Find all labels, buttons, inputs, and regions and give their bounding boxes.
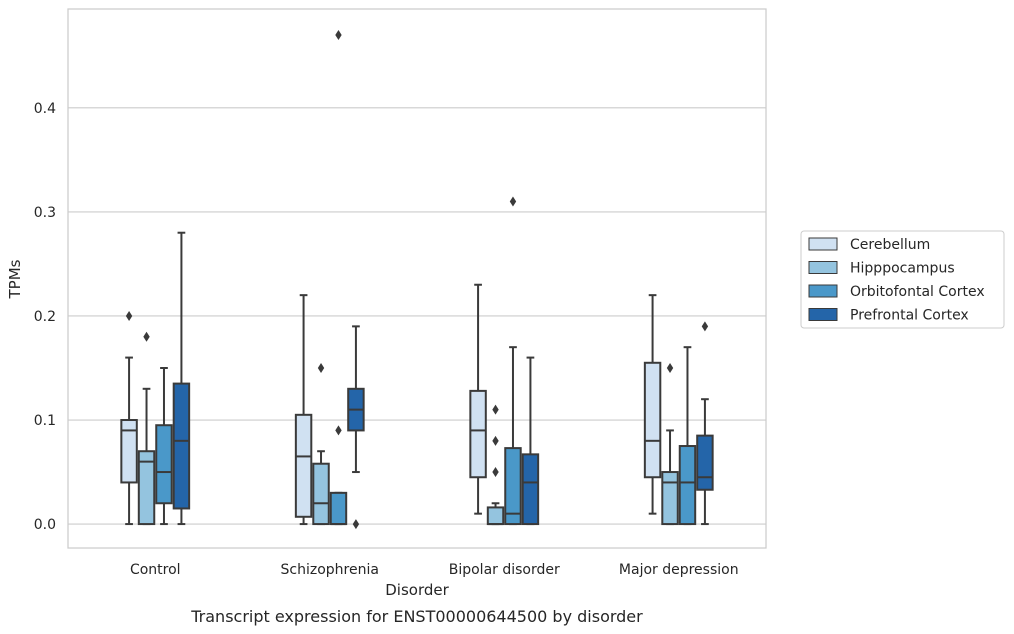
legend: Cerebellum Hipppocampus Orbitofontal Corte… [800,230,1005,329]
box-group [120,310,138,526]
box [469,389,487,479]
box-group [312,362,330,526]
box [521,453,540,526]
outlier-point [352,519,360,530]
box-series [137,331,679,526]
box [294,413,313,518]
outlier-point [317,362,325,373]
x-tick-label: Control [130,562,181,578]
box [661,471,679,526]
box-group [469,283,487,515]
box [486,506,505,526]
legend-label: Prefrontal Cortex [850,308,969,324]
box [155,424,173,505]
y-tick-labels: 0.0 0.1 0.2 0.3 0.4 [34,101,56,533]
box [137,450,156,526]
y-tick-label: 0.1 [34,413,56,429]
outlier-point [701,321,709,332]
box [120,419,138,484]
legend-frame [800,230,1005,329]
box-series [155,30,697,526]
box-group [137,331,156,526]
outlier-point [509,196,517,207]
box-group [661,362,679,526]
outlier-point [335,425,342,436]
legend-label: Orbitofontal Cortex [850,284,985,300]
outlier-point [492,435,499,446]
x-tick-label: Bipolar disorder [449,562,560,578]
box [504,447,522,526]
x-axis-title: Disorder [385,581,449,599]
outlier-point [492,404,499,415]
box-series-group [120,30,714,530]
box [696,434,714,491]
legend-label: Hipppocampus [850,261,955,277]
outlier-point [335,30,342,41]
outlier-point [492,467,499,478]
x-tick-labels: Control Schizophrenia Bipolar disorder Majo… [130,562,739,578]
box [678,445,697,526]
legend-swatch [808,261,838,274]
box-group [347,325,365,530]
box-group [172,231,191,526]
chart-caption: Transcript expression for ENST0000064450… [190,607,643,626]
box-group [696,321,714,526]
legend-swatch [808,284,838,298]
legend-label: Cerebellum [850,237,930,253]
outlier-point [666,362,674,373]
y-tick-label: 0.0 [34,517,56,533]
box-group [643,294,662,515]
box-group [486,404,505,526]
box [643,361,662,479]
y-axis-title: TPMs [6,259,24,299]
box-group [504,196,522,526]
y-tick-label: 0.4 [34,101,56,117]
box [329,491,348,526]
outlier-point [125,310,133,321]
box-series [172,231,714,530]
y-tick-label: 0.2 [34,309,56,325]
outlier-point [143,331,150,342]
box-series [120,283,662,526]
box-group [155,366,173,526]
y-tick-label: 0.3 [34,205,56,221]
plot-frame [67,8,767,549]
box-group [678,346,697,526]
legend-swatch [808,237,838,251]
box [312,462,330,526]
legend-swatch [808,308,838,321]
box-group [294,294,313,526]
box-group [329,30,348,526]
box-group [521,356,540,526]
x-tick-label: Major depression [619,562,739,578]
box [172,382,191,510]
x-tick-label: Schizophrenia [281,562,379,578]
